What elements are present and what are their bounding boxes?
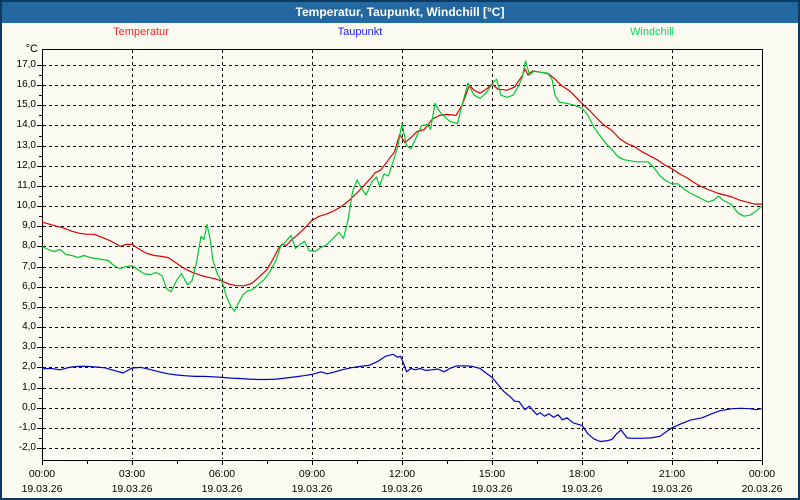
y-tick-label: -1,0 <box>18 421 36 433</box>
y-tick-label: 11,0 <box>17 179 36 191</box>
x-tick-date-label: 19.03.26 <box>651 483 693 495</box>
x-tick-time-label: 00:00 <box>748 468 776 480</box>
x-tick-date-label: 20.03.26 <box>741 483 783 495</box>
x-tick-time-label: 03:00 <box>118 468 146 480</box>
y-tick-label: 12,0 <box>16 159 36 171</box>
x-tick-time-label: 15:00 <box>478 468 506 480</box>
x-tick-date-label: 19.03.26 <box>291 483 333 495</box>
series-taupunkt <box>41 353 763 443</box>
legend-item-taupunkt: Taupunkt <box>337 26 383 38</box>
legend-item-windchill: Windchill <box>629 26 675 38</box>
series-temperatur <box>41 68 762 287</box>
x-tick-date-label: 19.03.26 <box>471 483 513 495</box>
plot-frame <box>42 49 763 461</box>
window-title: Temperatur, Taupunkt, Windchill [°C] <box>295 5 505 19</box>
title-bar: Temperatur, Taupunkt, Windchill [°C] <box>2 2 798 23</box>
y-tick-label: 9,0 <box>22 220 36 232</box>
x-tick-time-label: 06:00 <box>208 468 236 480</box>
y-tick-label: 14,0 <box>16 119 36 131</box>
y-tick-label: 6,0 <box>22 280 36 292</box>
legend-item-temperatur: Temperatur <box>113 26 169 38</box>
x-tick-date-label: 19.03.26 <box>561 483 603 495</box>
x-tick-date-label: 19.03.26 <box>111 483 153 495</box>
x-tick-date-label: 19.03.26 <box>201 483 243 495</box>
x-tick-time-label: 09:00 <box>298 468 326 480</box>
y-tick-label: 13,0 <box>16 139 36 151</box>
y-tick-label: 8,0 <box>22 240 36 252</box>
axis-ticks <box>37 65 763 465</box>
y-tick-label: 1,0 <box>22 381 36 393</box>
y-axis-unit: °C <box>25 43 38 55</box>
y-tick-label: 2,0 <box>22 361 36 373</box>
y-tick-label: 4,0 <box>22 321 36 333</box>
x-tick-date-label: 19.03.26 <box>21 483 63 495</box>
y-tick-label: 17,0 <box>16 59 36 70</box>
y-tick-label: 15,0 <box>16 99 36 111</box>
y-tick-label: 3,0 <box>22 341 36 353</box>
x-tick-date-label: 19.03.26 <box>381 483 423 495</box>
x-tick-time-label: 12:00 <box>388 468 416 480</box>
series-windchill <box>41 60 763 312</box>
y-tick-label: 10,0 <box>16 200 36 212</box>
x-tick-time-label: 18:00 <box>568 468 596 480</box>
y-tick-label: 16,0 <box>16 79 36 91</box>
x-tick-time-label: 21:00 <box>658 468 686 480</box>
y-tick-label: 0,0 <box>22 401 36 413</box>
legend: Temperatur Taupunkt Windchill <box>2 25 798 39</box>
x-tick-time-label: 00:00 <box>28 468 56 480</box>
y-tick-label: 5,0 <box>22 300 36 312</box>
y-tick-label: -2,0 <box>18 442 36 453</box>
gridlines <box>43 50 761 459</box>
y-tick-label: 7,0 <box>22 260 36 272</box>
